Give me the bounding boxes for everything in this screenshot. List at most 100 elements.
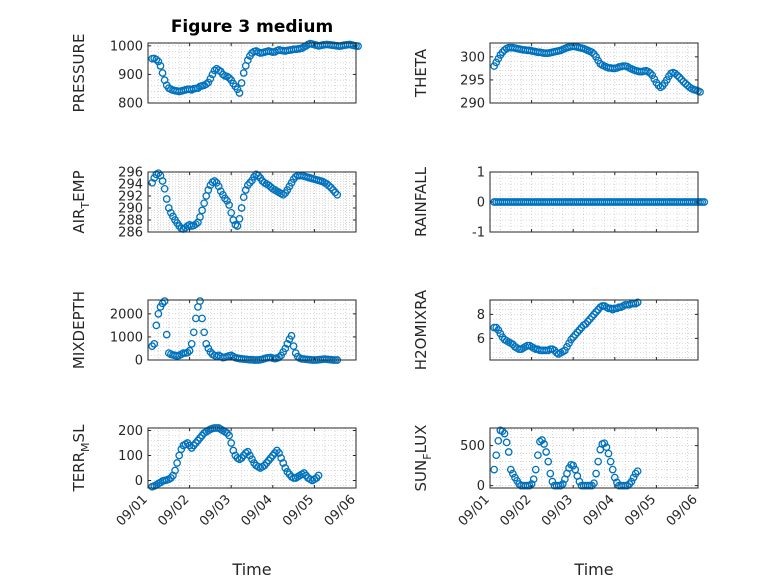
data-point [494, 436, 503, 445]
data-point [194, 84, 202, 92]
data-point [235, 214, 244, 223]
y-tick-label: -1 [472, 226, 485, 241]
subplot-theta: 290 295 300 THETA [412, 42, 704, 112]
axes-box [147, 171, 357, 233]
data-point [241, 186, 250, 194]
data-point [548, 477, 557, 486]
y-tick-label: 1 [477, 166, 485, 181]
data-point [225, 431, 233, 440]
data-point [494, 54, 503, 63]
data-point [154, 57, 163, 66]
y-tick-label: 290 [460, 97, 485, 112]
data-point [569, 461, 578, 470]
data-point [189, 328, 198, 337]
y-tick-label: 296 [118, 166, 143, 181]
data-point [575, 477, 584, 486]
subplot-rainfall: -1 0 1 RAINFALL [412, 166, 709, 241]
data-point [490, 62, 499, 70]
y-tick-label: 2000 [110, 307, 143, 322]
data-point [588, 48, 596, 57]
y-axis-label: PRESSURE [70, 34, 88, 113]
data-point [646, 69, 655, 77]
data-point [504, 448, 513, 456]
data-point [492, 58, 501, 67]
data-point [629, 473, 638, 482]
axes-box [489, 427, 699, 489]
axes-box [489, 42, 699, 104]
data-point [608, 465, 617, 474]
data-point [289, 342, 298, 351]
data-point [606, 457, 615, 466]
data-point [623, 481, 632, 490]
data-point [314, 471, 323, 480]
data-point [235, 89, 244, 97]
data-point [540, 440, 548, 448]
y-tick-label: 1000 [110, 330, 143, 345]
data-point [529, 475, 538, 484]
y-tick-label: 500 [460, 439, 485, 454]
data-point [200, 328, 209, 337]
data-point [208, 70, 217, 79]
chart-title: Figure 3 medium [171, 17, 333, 37]
data-point [492, 451, 501, 460]
data-point [544, 457, 553, 466]
data-point [206, 74, 215, 83]
data-point [248, 455, 256, 464]
data-point [538, 436, 546, 444]
data-point [148, 178, 157, 187]
y-tick-label: 292 [118, 190, 143, 205]
y-axis-label: SUNFLUX [412, 425, 434, 492]
data-point [233, 222, 242, 230]
data-point [214, 182, 223, 191]
grid-sun_flux [489, 428, 699, 488]
y-tick-label: 295 [460, 73, 485, 88]
data-point [185, 346, 194, 355]
data-point [160, 297, 169, 306]
data-point [506, 465, 515, 474]
y-axis-label: RAINFALL [412, 166, 430, 237]
axes-box [147, 42, 357, 104]
y-tick-label: 290 [118, 202, 143, 217]
data-point [158, 69, 167, 77]
data-point [237, 79, 246, 87]
data-point [210, 177, 219, 185]
data-point [225, 201, 233, 209]
series-terr_msl [148, 424, 323, 491]
data-point [333, 190, 342, 199]
axes-box [147, 299, 357, 361]
data-point [546, 469, 555, 478]
data-point [500, 429, 509, 438]
data-point [239, 69, 248, 77]
y-tick-label: 0 [477, 196, 485, 211]
data-point [237, 204, 246, 212]
y-tick-label: 200 [118, 424, 143, 439]
data-point [675, 73, 684, 82]
data-point [183, 348, 192, 357]
y-tick-label: 300 [460, 50, 485, 65]
series-h2omixra [490, 298, 642, 358]
data-point [556, 481, 565, 490]
y-tick-label: 6 [477, 332, 485, 347]
data-point [673, 71, 682, 80]
grid-air_temp [147, 171, 357, 233]
data-point [243, 56, 252, 64]
figure-xlabel-right: Time [573, 560, 613, 579]
data-point [604, 449, 613, 458]
data-point [592, 469, 600, 478]
subplot-pressure: 800 900 1000 PRESSURE Figure 3 medium [70, 17, 362, 113]
y-tick-label: 100 [118, 449, 143, 464]
subplot-mixdepth: 0 1000 2000 MIXDEPTH [70, 291, 357, 369]
y-axis-label: H2OMIXRA [412, 289, 430, 370]
y-tick-label: 1000 [110, 39, 143, 54]
data-point [610, 473, 619, 482]
data-point [279, 190, 288, 199]
data-point [196, 297, 204, 306]
data-point [502, 438, 511, 447]
data-point [287, 331, 296, 340]
data-point [225, 74, 233, 82]
grid-rainfall [489, 171, 699, 233]
y-tick-label: 900 [118, 68, 143, 83]
y-tick-label: 286 [118, 226, 143, 241]
